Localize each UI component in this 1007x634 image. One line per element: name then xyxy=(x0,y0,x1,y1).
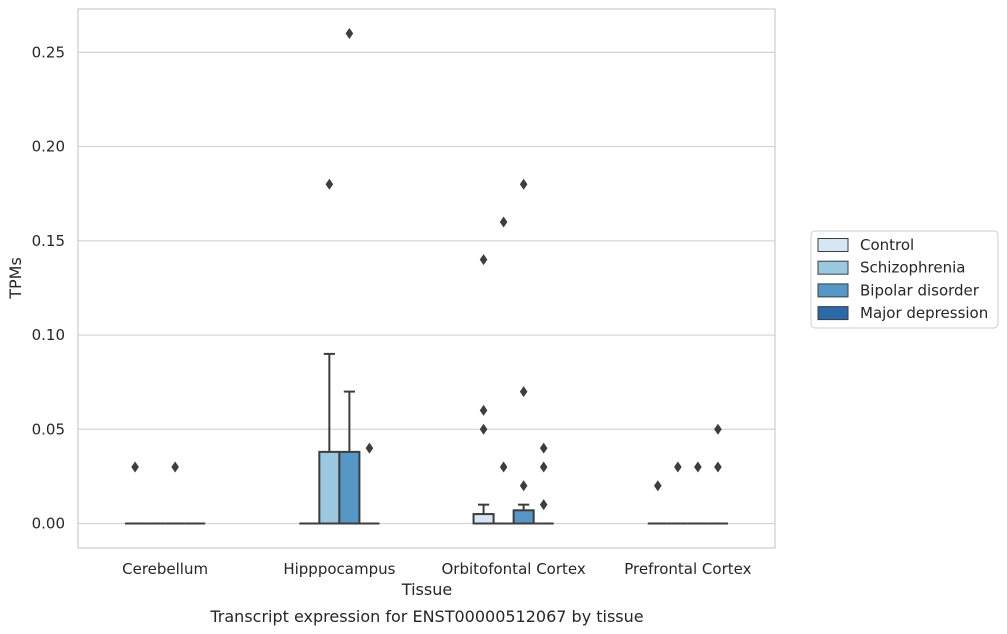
outlier-point xyxy=(479,423,488,435)
gridlines xyxy=(78,51,775,525)
outlier-point xyxy=(171,461,179,473)
x-tick-label: Orbitofontal Cortex xyxy=(442,560,586,578)
x-tick-label: Cerebellum xyxy=(122,560,208,578)
outlier-point xyxy=(519,480,528,492)
y-axis-ticks: 0.00 0.05 0.10 0.15 0.20 0.25 xyxy=(32,43,65,532)
series-schizophrenia xyxy=(145,178,688,525)
box xyxy=(512,509,535,525)
legend-swatch xyxy=(817,306,849,321)
x-axis-title: Tissue xyxy=(401,580,452,599)
outlier-point xyxy=(365,442,374,454)
outlier-point xyxy=(479,404,488,416)
outlier-point xyxy=(714,423,722,435)
y-tick-label: 0.20 xyxy=(32,138,65,156)
outlier-point xyxy=(519,386,528,398)
legend: Control Schizophrenia Bipolar disorder Majo… xyxy=(810,230,999,329)
outlier-point xyxy=(674,461,682,473)
chart-caption: Transcript expression for ENST0000051206… xyxy=(209,607,643,626)
box-element xyxy=(318,178,341,525)
y-tick-label: 0.05 xyxy=(32,420,65,438)
plot-area-border xyxy=(77,8,776,549)
series-major-depression xyxy=(185,423,728,525)
x-tick-label: Prefrontal Cortex xyxy=(624,560,751,578)
outlier-point xyxy=(325,178,334,190)
legend-frame xyxy=(810,230,999,329)
legend-label: Major depression xyxy=(860,304,988,322)
series-control xyxy=(125,254,668,525)
box-element xyxy=(338,28,361,525)
box-element xyxy=(165,461,186,525)
box-element xyxy=(125,461,146,525)
legend-swatch xyxy=(817,238,849,252)
box-element xyxy=(472,254,495,525)
box-element xyxy=(533,442,554,525)
series-bipolar-disorder xyxy=(165,28,708,525)
legend-label: Control xyxy=(860,236,914,254)
box-plot-series xyxy=(125,28,728,525)
outlier-point xyxy=(694,461,702,473)
x-tick-label: Hipppocampus xyxy=(283,560,395,578)
box xyxy=(472,513,495,525)
outlier-point xyxy=(539,499,548,511)
box xyxy=(318,450,341,525)
outlier-point xyxy=(539,461,548,473)
box-element xyxy=(647,480,668,525)
box-element xyxy=(707,423,728,525)
outlier-point xyxy=(519,178,528,190)
x-axis-ticks: Cerebellum Hipppocampus Orbitofontal Corte… xyxy=(122,560,751,578)
legend-swatch xyxy=(817,283,849,298)
legend-swatch xyxy=(817,260,849,275)
outlier-point xyxy=(499,461,508,473)
y-tick-label: 0.00 xyxy=(32,515,65,533)
box-element xyxy=(687,461,708,525)
box-element xyxy=(667,461,688,525)
outlier-point xyxy=(479,254,488,266)
outlier-point xyxy=(539,442,548,454)
legend-label: Schizophrenia xyxy=(860,259,965,277)
y-axis-title: TPMs xyxy=(6,257,25,300)
y-tick-label: 0.25 xyxy=(32,43,65,61)
outlier-point xyxy=(345,28,354,39)
box-element xyxy=(493,216,514,525)
outlier-point xyxy=(714,461,722,473)
legend-label: Bipolar disorder xyxy=(860,281,980,299)
box xyxy=(338,450,361,525)
outlier-point xyxy=(654,480,662,492)
box-element xyxy=(512,178,535,525)
outlier-point xyxy=(131,461,139,473)
outlier-point xyxy=(499,216,508,228)
y-tick-label: 0.10 xyxy=(32,326,65,344)
y-tick-label: 0.15 xyxy=(32,232,65,250)
box-element xyxy=(359,442,380,525)
plot-frame xyxy=(77,8,776,549)
